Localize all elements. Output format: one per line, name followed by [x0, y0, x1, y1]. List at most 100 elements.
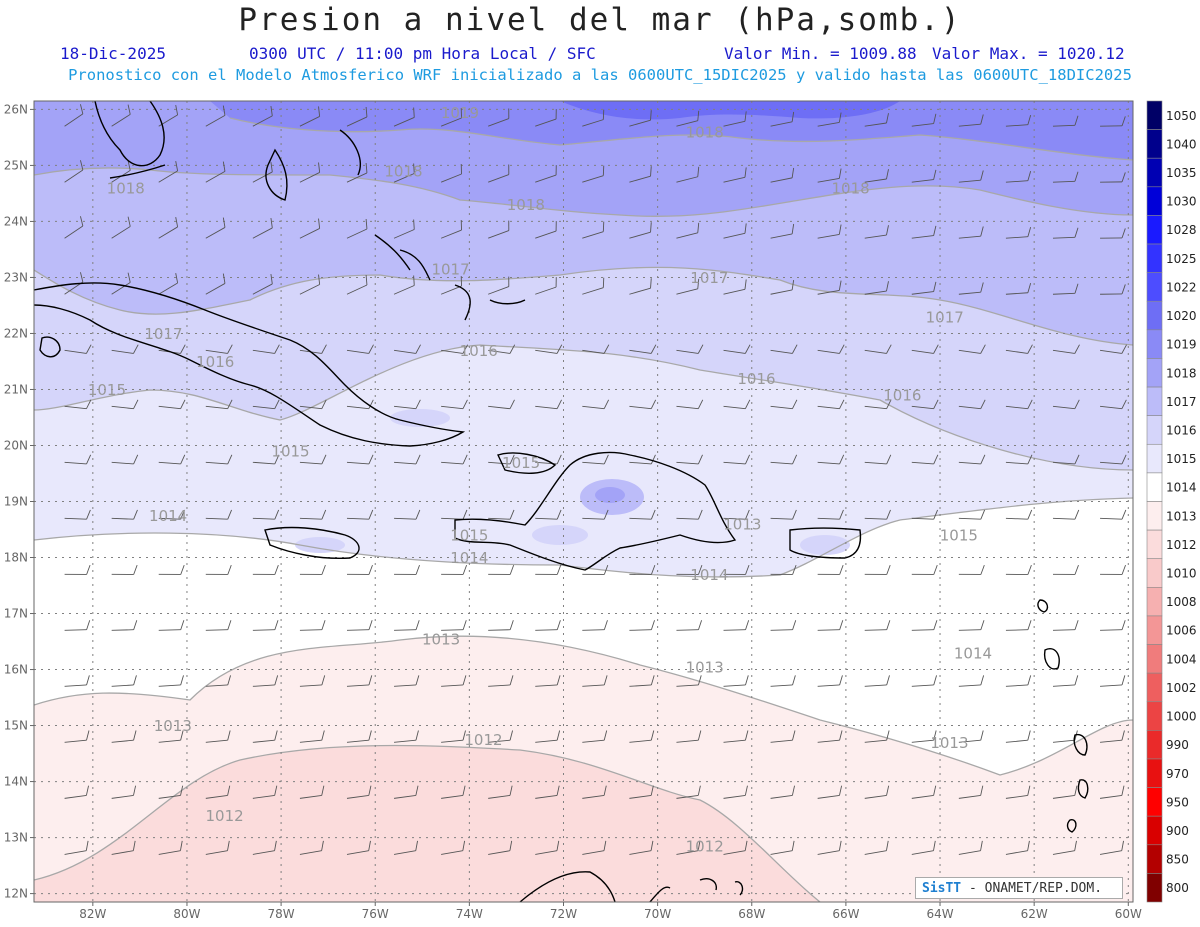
wind-barb: [770, 730, 796, 743]
wind-barb: [723, 111, 747, 127]
wind-barb: [817, 509, 844, 520]
wind-barb: [64, 620, 91, 631]
wind-barb: [864, 620, 891, 631]
lon-label: 76W: [362, 907, 389, 921]
wind-barb: [394, 509, 421, 520]
wind-barb: [911, 454, 939, 465]
wind-barb: [440, 220, 462, 239]
wind-barb: [158, 620, 185, 631]
isobar-label: 1018: [832, 179, 870, 197]
wind-barb: [629, 222, 652, 239]
colorbar-swatch: [1146, 730, 1163, 760]
lon-label: 82W: [79, 907, 106, 921]
wind-barb: [676, 730, 702, 743]
isobar-label: 1019: [441, 104, 479, 122]
wind-barb: [64, 785, 89, 799]
wind-barb: [770, 399, 798, 410]
wind-barb: [1052, 675, 1079, 687]
wind-barb: [299, 454, 327, 465]
isobar-label: 1013: [686, 658, 724, 676]
wind-barb: [723, 344, 751, 354]
isobar-label: 1014: [450, 549, 488, 567]
wind-barb: [441, 399, 468, 410]
colorbar-label: 970: [1166, 767, 1189, 781]
lat-label: 23N: [4, 270, 28, 284]
wind-barb: [1100, 620, 1126, 631]
wind-barb: [158, 454, 186, 465]
wind-barb: [958, 114, 984, 127]
wind-barb: [346, 399, 374, 410]
wind-barb: [676, 344, 704, 354]
wind-barb: [676, 564, 703, 575]
wind-barb: [629, 344, 657, 354]
wind-barb: [770, 223, 795, 239]
model-info: Pronostico con el Modelo Atmosferico WRF…: [68, 66, 1132, 84]
wind-barb: [488, 785, 513, 799]
lat-label: 18N: [4, 551, 28, 565]
wind-barb: [488, 675, 514, 687]
wind-barb: [723, 840, 748, 855]
wind-barb: [582, 454, 609, 465]
colorbar-label: 1025: [1166, 252, 1197, 266]
max-value: Valor Max. = 1020.12: [932, 44, 1125, 63]
wind-barb: [676, 222, 700, 239]
isobar-label: 1015: [502, 454, 540, 472]
wind-barb: [770, 840, 795, 855]
wind-barb: [299, 675, 326, 687]
wind-barb: [64, 730, 90, 743]
wind-barb: [911, 113, 937, 127]
wind-barb: [864, 675, 890, 687]
wind-barb: [252, 785, 278, 799]
wind-barb: [723, 454, 750, 465]
wind-barb: [1052, 227, 1079, 239]
lon-label: 80W: [173, 907, 200, 921]
isobar-label: 1016: [737, 370, 775, 388]
wind-barb: [393, 840, 418, 855]
wind-barb: [817, 454, 845, 465]
wind-barb: [676, 509, 703, 520]
wind-barb: [205, 161, 226, 183]
isobar-label: 1018: [507, 196, 545, 214]
wind-barb: [535, 620, 561, 631]
wind-barb: [205, 564, 232, 575]
wind-barb: [535, 509, 562, 520]
wind-barb: [629, 564, 656, 575]
lat-lon-grid: [34, 101, 1133, 902]
wind-barb: [346, 730, 372, 743]
wind-barb: [299, 509, 327, 520]
colorbar-swatch: [1146, 329, 1163, 359]
wind-barb: [299, 218, 321, 239]
wind-barb: [1005, 114, 1032, 127]
wind-barb: [1005, 840, 1030, 855]
wind-barb: [723, 167, 747, 183]
wind-barb: [770, 785, 795, 799]
wind-barb: [1052, 344, 1080, 354]
credit-text: - ONAMET/REP.DOM.: [961, 881, 1103, 896]
lat-label: 25N: [4, 158, 28, 172]
wind-barb: [111, 399, 139, 410]
colorbar-swatch: [1146, 215, 1163, 245]
wind-barb: [864, 399, 892, 410]
wind-barb: [252, 730, 278, 743]
colorbar-swatch: [1146, 873, 1163, 903]
isobar-label: 1016: [883, 387, 921, 405]
wind-barb: [158, 161, 179, 183]
lat-label: 14N: [4, 775, 28, 789]
wind-barb: [911, 620, 938, 631]
wind-barb: [205, 454, 233, 465]
wind-barb: [911, 344, 939, 354]
colorbar-label: 1028: [1166, 223, 1197, 237]
wind-barb: [440, 276, 462, 295]
wind-barb: [582, 840, 607, 855]
wind-barb: [958, 840, 983, 855]
wind-barb: [205, 399, 233, 410]
colorbar-swatch: [1146, 501, 1163, 531]
colorbar-swatch: [1146, 415, 1163, 445]
wind-barb: [817, 840, 842, 855]
wind-barb: [394, 564, 420, 575]
wind-barb: [394, 675, 420, 687]
isobar-label: 1013: [723, 516, 761, 534]
wind-barb: [394, 620, 420, 631]
wind-barb: [1005, 227, 1032, 239]
wind-barb: [64, 344, 92, 354]
